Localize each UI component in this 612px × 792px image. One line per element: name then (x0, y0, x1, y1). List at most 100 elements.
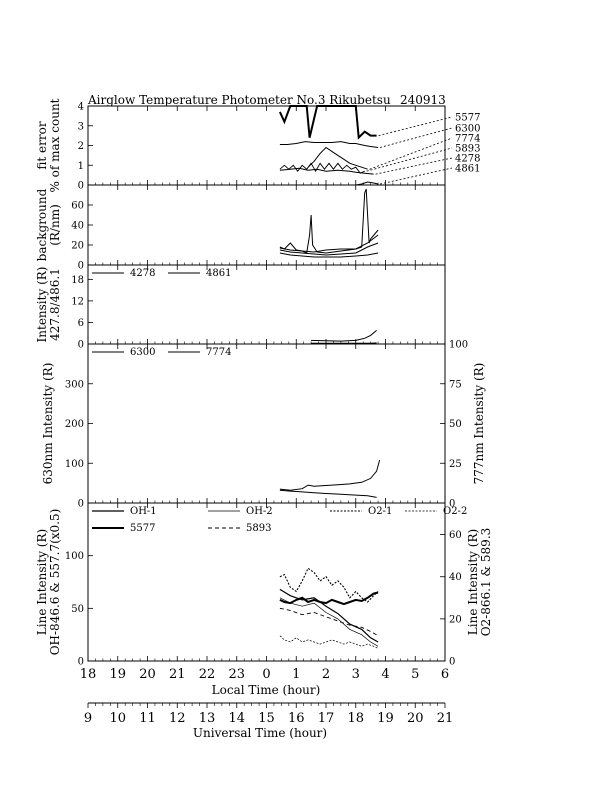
panel-background: 0 20 40 60 background (R/nm) (35, 184, 446, 272)
ut-tick-label: 18 (347, 711, 364, 726)
series-line-7774 (307, 146, 368, 170)
series-line-O2-2 (279, 635, 379, 649)
ut-tick-label: 12 (169, 711, 186, 726)
local-time-ticks: 18 19 20 21 22 23 0 1 2 3 4 5 6 (80, 667, 449, 682)
y-right-tick-label: 50 (449, 419, 462, 430)
local-time-tick: 22 (199, 667, 216, 682)
local-time-tick: 1 (292, 667, 300, 682)
series-line-5577 (279, 591, 379, 606)
series-line-O2-1 (279, 567, 379, 603)
y-right-tick-label: 60 (449, 530, 462, 541)
series-leader-5893 (366, 147, 453, 172)
local-time-tick: 2 (322, 667, 330, 682)
series-line-d (279, 252, 379, 258)
local-time-tick: 18 (80, 667, 97, 682)
y-tick-label: 40 (71, 221, 84, 232)
y-axis-title: (R/nm) (48, 204, 62, 246)
series-tag-5577: 5577 (455, 113, 480, 124)
y-right-axis-title: Line Intensity (R) (466, 529, 480, 635)
y-tick-label: 2 (78, 141, 84, 152)
panel-frame (87, 105, 446, 186)
y-tick-label: 18 (71, 275, 84, 286)
series-line-OH-2 (279, 597, 379, 647)
y-tick-label: 300 (65, 379, 84, 390)
panel-frame (87, 343, 446, 504)
y-tick-label: 200 (65, 419, 84, 430)
y-tick-label: 12 (71, 296, 84, 307)
y-tick-label: 100 (65, 459, 84, 470)
y-tick-label: 100 (65, 551, 84, 562)
ut-tick-label: 11 (139, 711, 156, 726)
series-line-a (279, 188, 379, 254)
y-tick-label: 1 (78, 161, 84, 172)
chart-date: 240913 (400, 93, 446, 107)
panel-frame (87, 184, 446, 266)
series-line-5893 (279, 162, 365, 174)
ut-tick-label: 16 (288, 711, 305, 726)
local-time-tick: 19 (109, 667, 126, 682)
ut-tick-label: 21 (437, 711, 454, 726)
y-tick-label: 20 (71, 241, 84, 252)
series-leader-5577 (378, 116, 453, 137)
series-leader-4278 (375, 157, 453, 175)
y-right-tick-label: 20 (449, 614, 462, 625)
panel-fit-error: 0 1 2 3 4 fit error% of max count 557763007774… (35, 98, 480, 192)
y-axis-title: % of max count (48, 98, 62, 192)
local-time-tick: 5 (411, 667, 419, 682)
local-time-tick: 4 (381, 667, 389, 682)
series-tag-4861: 4861 (455, 164, 480, 175)
ut-tick-label: 9 (84, 711, 92, 726)
y-tick-label: 0 (78, 340, 84, 351)
y-right-tick-label: 40 (449, 572, 462, 583)
y-tick-label: 0 (78, 657, 84, 668)
series-line-OH-1 (279, 588, 379, 643)
ut-tick-label: 13 (199, 711, 216, 726)
panel-red-intensity: 0 100 200 300 0 25 50 75 100 630nm Intensity (R) 7… (41, 340, 486, 510)
y-tick-label: 0 (78, 181, 84, 192)
ut-time-ticks: 9 10 11 12 13 14 15 16 17 18 19 20 21 (84, 703, 453, 726)
y-tick-label: 4 (78, 102, 84, 113)
y-axis-title: 427.8/486.1 (48, 268, 62, 341)
y-right-tick-label: 25 (449, 459, 462, 470)
y-tick-label: 50 (71, 604, 84, 615)
y-axis-title: fit error (35, 121, 49, 169)
series-line-7774 (279, 489, 377, 498)
y-axis-title: 630nm Intensity (R) (41, 363, 55, 485)
series-line-4861 (355, 181, 379, 186)
y-axis-title: background (35, 188, 49, 261)
local-time-tick: 3 (352, 667, 360, 682)
legend-label: 4278 (130, 268, 155, 279)
legend-label: O2-2 (443, 506, 467, 517)
y-tick-label: 0 (78, 499, 84, 510)
series-tag-6300: 6300 (455, 124, 480, 135)
legend-label: 4861 (206, 268, 231, 279)
panel-blue-intensity: 0 6 12 18 Intensity (R) 427.8/486.1 4278 4861 (35, 264, 446, 351)
y-right-tick-label: 0 (449, 499, 455, 510)
local-time-label: Local Time (hour) (212, 683, 321, 697)
series-leader-4861 (379, 167, 453, 185)
local-time-tick: 20 (139, 667, 156, 682)
ut-tick-label: 20 (407, 711, 424, 726)
series-line-6300 (279, 459, 381, 491)
y-axis-title: OH-846.6 & 557.7(x0.5) (48, 509, 62, 656)
local-time-tick: 6 (441, 667, 449, 682)
y-axis-title: Intensity (R) (35, 267, 49, 343)
series-line-5893 (279, 607, 379, 637)
y-tick-label: 6 (78, 318, 84, 329)
series-line-c (279, 242, 379, 256)
y-tick-label: 0 (78, 261, 84, 272)
panel-line-intensity: 0 50 100 0 20 40 60 Line Intensity (R) OH-846.6 … (35, 502, 493, 668)
y-right-axis-title: 777nm Intensity (R) (472, 363, 486, 485)
series-line-6300 (279, 141, 379, 148)
series-line-b (279, 234, 379, 253)
ut-tick-label: 19 (377, 711, 394, 726)
y-right-tick-label: 0 (449, 657, 455, 668)
y-right-tick-label: 100 (449, 340, 468, 351)
chart-title: Airglow Temperature Photometer No.3 Riku… (87, 93, 391, 107)
series-tag-4278: 4278 (455, 154, 480, 165)
y-tick-label: 60 (71, 201, 84, 212)
series-leader-6300 (379, 127, 453, 148)
ut-tick-label: 17 (318, 711, 335, 726)
